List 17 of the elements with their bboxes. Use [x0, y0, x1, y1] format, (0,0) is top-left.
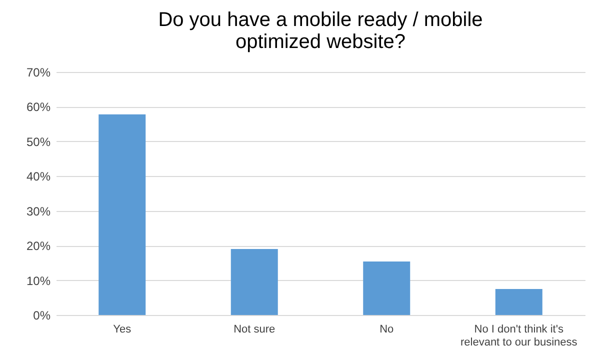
- bar: [495, 288, 542, 315]
- y-tick-label: 60%: [26, 100, 51, 114]
- bar: [230, 249, 278, 315]
- y-tick-label: 30%: [26, 204, 51, 218]
- chart-title: Do you have a mobile ready / mobile optimized website?: [158, 9, 483, 53]
- y-tick-label: 10%: [26, 274, 51, 288]
- y-tick-label: 40%: [26, 170, 51, 184]
- y-tick-label: 70%: [26, 66, 51, 80]
- y-tick-label: 20%: [26, 239, 51, 254]
- bar: [98, 114, 146, 315]
- x-tick-label: No: [380, 324, 394, 336]
- x-tick-label: Yes: [113, 324, 132, 336]
- y-tick-label: 50%: [26, 134, 51, 149]
- x-tick-label: Not sure: [234, 324, 276, 336]
- x-tick-label: No I don't think it's relevant to our business: [460, 324, 578, 348]
- bar: [363, 262, 410, 315]
- y-tick-label: 0%: [33, 308, 51, 322]
